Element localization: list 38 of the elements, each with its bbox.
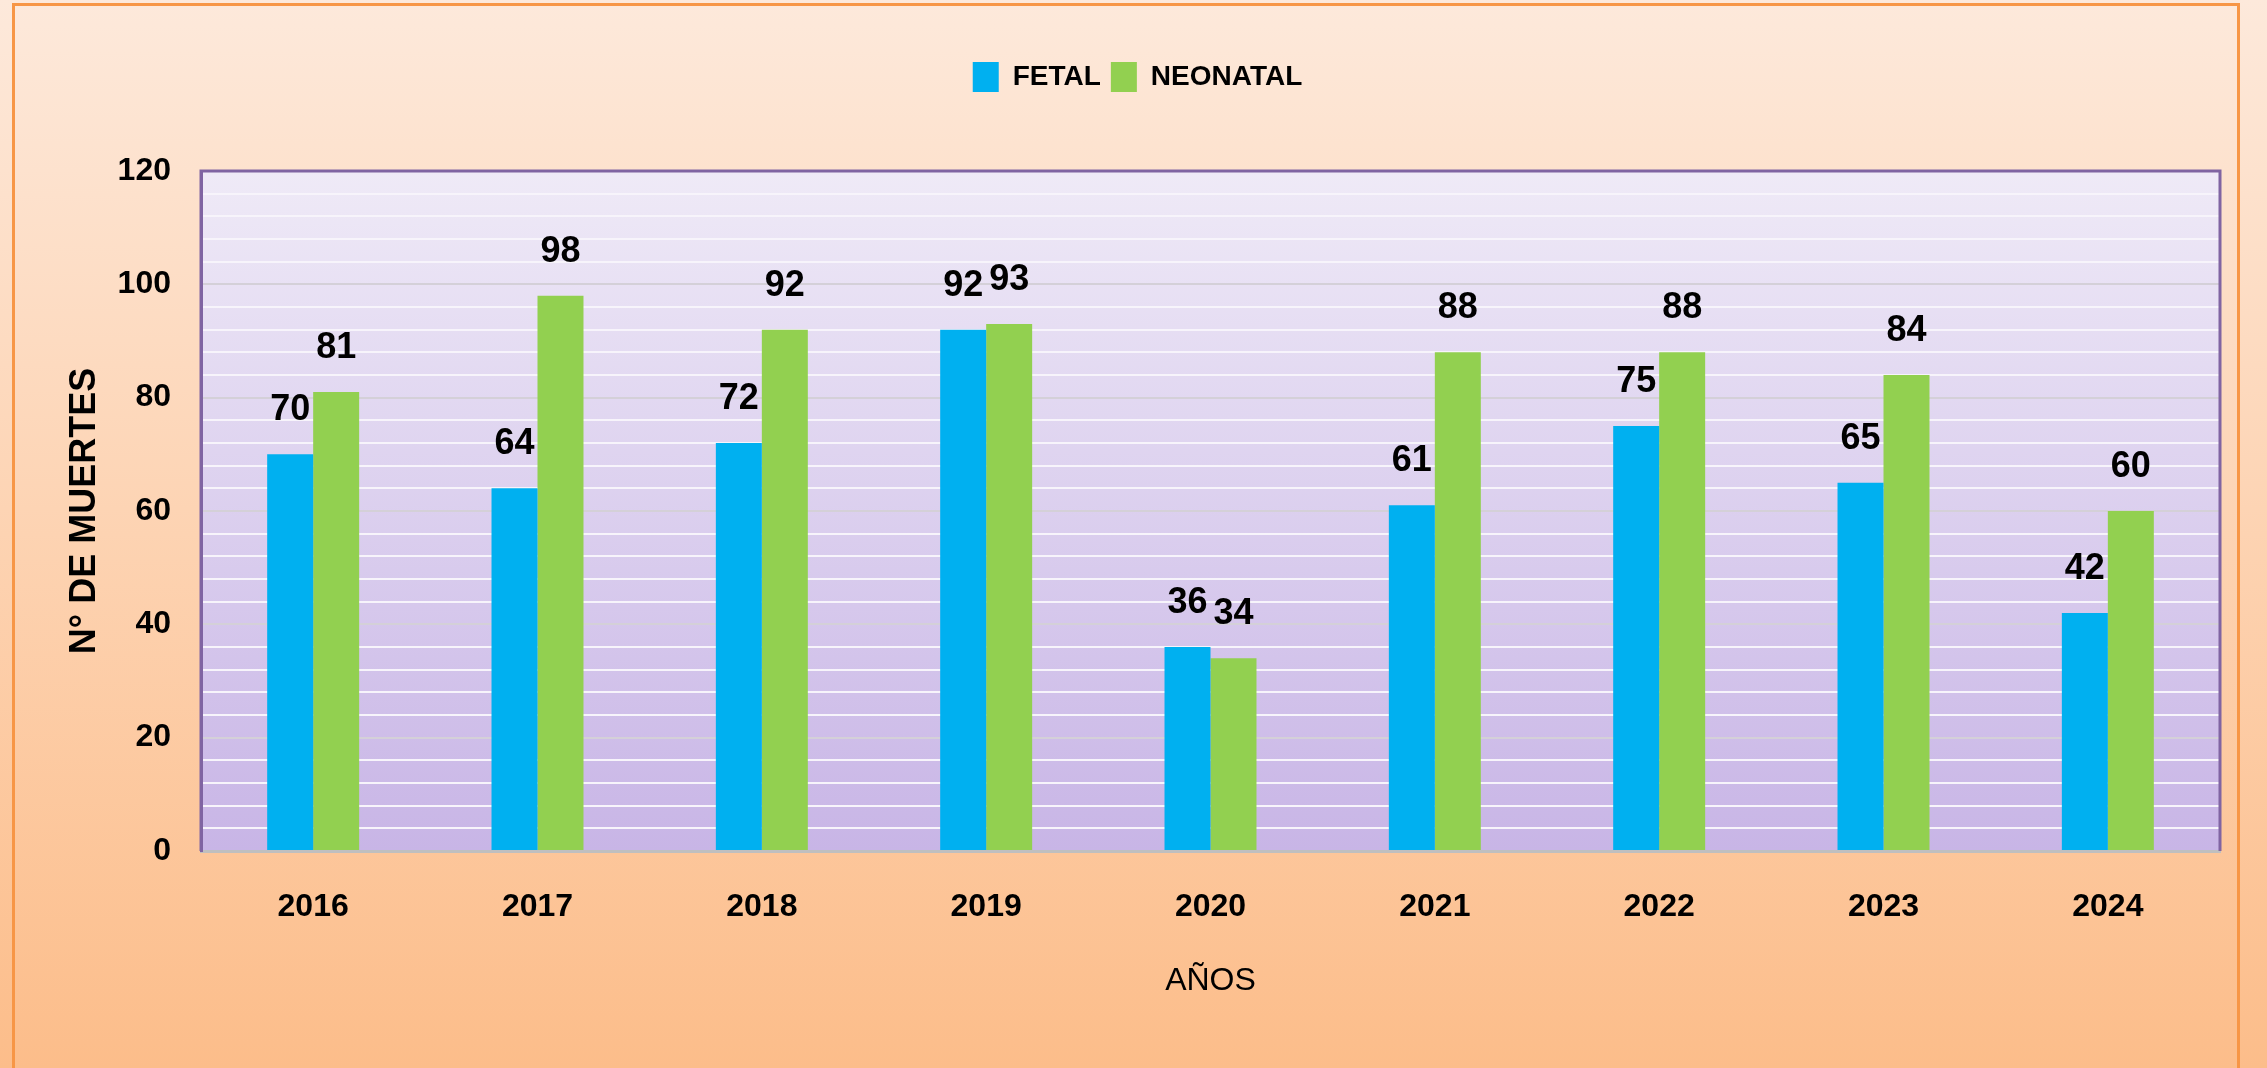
data-label: 88 <box>1662 285 1703 327</box>
x-tick-label: 2020 <box>1174 887 1247 924</box>
y-tick-label: 20 <box>135 717 171 754</box>
data-label: 60 <box>2110 443 2151 485</box>
x-tick-label: 2021 <box>1399 887 1471 924</box>
data-label: 92 <box>764 262 805 304</box>
data-label: 34 <box>1213 591 1254 633</box>
x-tick-label: 2019 <box>950 887 1022 924</box>
data-label: 75 <box>1616 358 1657 400</box>
y-tick-label: 0 <box>153 830 171 867</box>
x-tick-label: 2023 <box>1847 887 1920 924</box>
data-label: 42 <box>2064 545 2105 587</box>
data-label: 93 <box>989 256 1030 298</box>
data-label: 88 <box>1437 285 1478 327</box>
y-tick-label: 60 <box>135 490 171 527</box>
x-tick-label: 2017 <box>501 887 574 924</box>
data-label: 64 <box>494 421 535 463</box>
x-tick-label: 2016 <box>277 887 349 924</box>
data-label: 81 <box>316 324 357 366</box>
y-axis-title: N° DE MUERTES <box>61 367 103 655</box>
x-axis-title: AÑOS <box>1165 960 1256 997</box>
y-tick-label: 40 <box>135 604 171 641</box>
data-label: 72 <box>718 375 759 417</box>
data-label: 65 <box>1840 415 1881 457</box>
data-label: 61 <box>1391 438 1432 480</box>
data-label: 36 <box>1167 579 1208 621</box>
legend-label: FETAL <box>1012 59 1101 91</box>
data-label: 84 <box>1886 307 1927 349</box>
x-tick-label: 2018 <box>726 887 798 924</box>
y-tick-label: 80 <box>135 377 171 414</box>
legend-label: NEONATAL <box>1150 59 1303 91</box>
x-tick-label: 2024 <box>2072 887 2144 924</box>
data-label: 70 <box>270 387 311 429</box>
y-tick-label: 120 <box>117 150 171 187</box>
data-label: 98 <box>540 228 581 270</box>
x-tick-label: 2022 <box>1623 887 1695 924</box>
y-tick-label: 100 <box>117 264 171 301</box>
data-label: 92 <box>943 262 984 304</box>
